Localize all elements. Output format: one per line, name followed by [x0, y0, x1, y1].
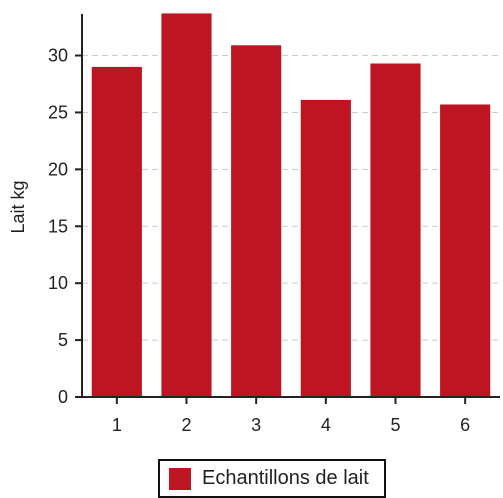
- y-tick-label-5: 5: [58, 330, 68, 350]
- x-tick-label-1: 1: [112, 415, 122, 435]
- y-tick-label-20: 20: [48, 159, 68, 179]
- x-tick-labels: 1 2 3 4 5 6: [112, 415, 470, 435]
- x-tick-label-6: 6: [460, 415, 470, 435]
- bar-5: [370, 63, 421, 397]
- y-tick-label-0: 0: [58, 387, 68, 407]
- y-tick-label-30: 30: [48, 46, 68, 66]
- bar-4: [300, 99, 351, 397]
- bar-6: [440, 104, 491, 398]
- bar-3: [231, 45, 282, 398]
- axes: [75, 14, 500, 404]
- y-tick-label-25: 25: [48, 102, 68, 122]
- bars: [91, 13, 491, 398]
- x-tick-label-2: 2: [181, 415, 191, 435]
- x-tick-label-4: 4: [321, 415, 331, 435]
- bar-2: [161, 13, 212, 398]
- bar-1: [91, 66, 142, 397]
- y-tick-label-15: 15: [48, 216, 68, 236]
- legend-swatch: [169, 467, 191, 490]
- gridlines: [82, 55, 500, 341]
- legend-label: Echantillons de lait: [202, 467, 369, 489]
- x-tick-label-5: 5: [390, 415, 400, 435]
- legend: Echantillons de lait: [158, 459, 386, 498]
- y-tick-label-10: 10: [48, 273, 68, 293]
- y-tick-labels: 0 5 10 15 20 25 30: [48, 46, 68, 407]
- y-axis-title: Lait kg: [8, 180, 28, 233]
- x-tick-label-3: 3: [251, 415, 261, 435]
